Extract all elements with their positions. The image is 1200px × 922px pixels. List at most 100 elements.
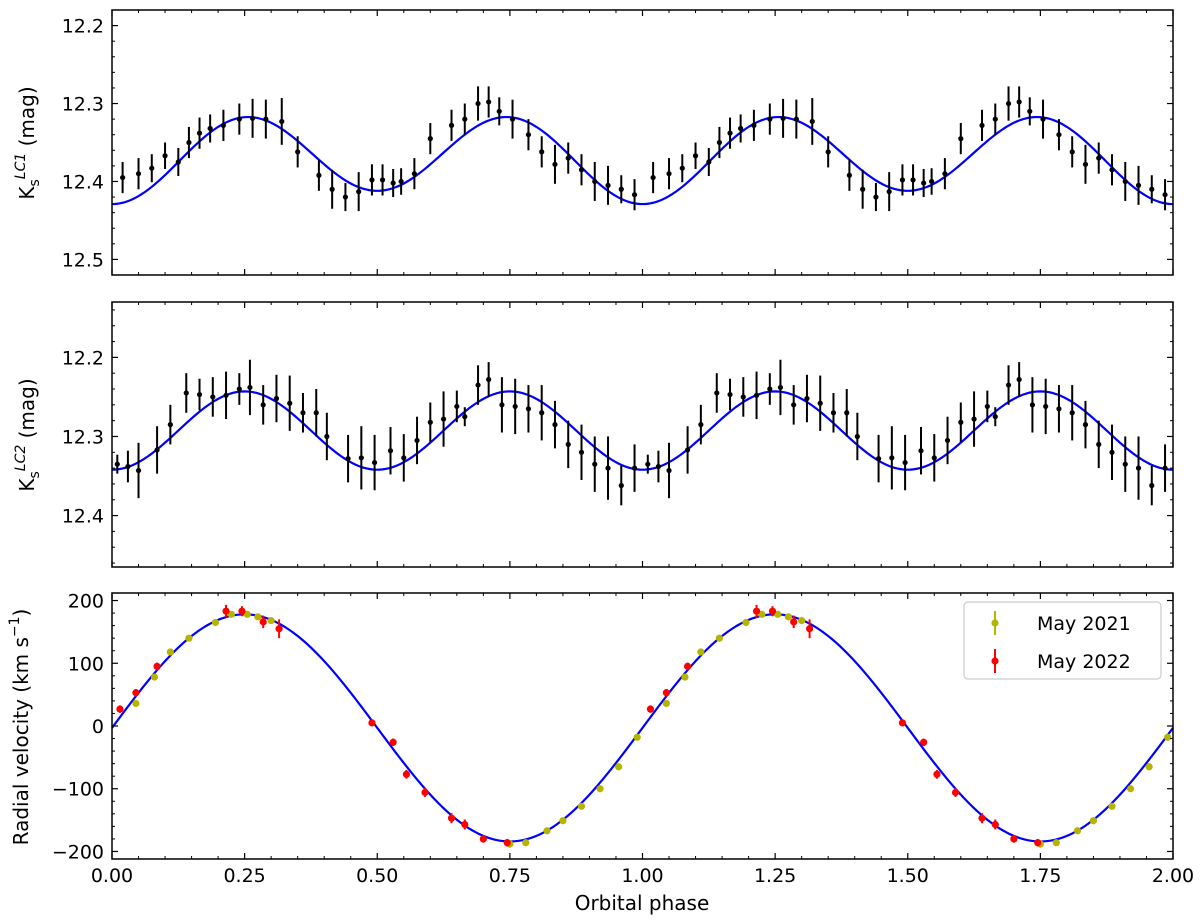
lc1-data-point — [780, 115, 786, 121]
lc2-data-point — [578, 449, 585, 455]
rv-may-2022-point — [153, 662, 161, 671]
lc1-data-point — [692, 153, 699, 159]
rv-may-2022-point — [238, 607, 246, 615]
rv-may-2021-point — [243, 610, 251, 618]
lc1-data-point — [316, 172, 322, 178]
lc1-data-point — [751, 122, 757, 128]
rv-may-2022-point — [447, 814, 456, 822]
rv-may-2021-point — [615, 763, 623, 771]
lc2-data-point — [875, 456, 882, 462]
lc2-data-point — [918, 448, 924, 454]
lc1-data-point — [398, 178, 404, 185]
lc1-plot-area — [111, 86, 1174, 212]
lc2-data-point — [592, 461, 598, 467]
lc2-data-point — [944, 437, 951, 444]
lc1-data-point — [525, 132, 532, 138]
lc1-data-point — [767, 116, 773, 122]
x-axis-label: Orbital phase — [575, 891, 710, 915]
lc2-data-point — [300, 410, 306, 416]
lc1-data-point — [727, 130, 733, 136]
lc1-data-point — [910, 177, 916, 183]
lc2-data-point — [971, 416, 977, 422]
rv-may-2022-point — [991, 820, 999, 829]
lc1-data-point — [427, 136, 433, 142]
rv-may-2021-point — [742, 618, 750, 627]
lc2-data-point — [345, 456, 351, 462]
lc2-data-point — [371, 459, 378, 466]
lc2-data-point — [767, 386, 773, 392]
lc1-data-point — [390, 180, 396, 186]
lc1-data-point — [929, 178, 935, 185]
lc1-data-point — [496, 108, 502, 114]
lc2-data-point — [804, 395, 810, 402]
lc2-data-point — [817, 400, 823, 406]
lc1-data-point — [873, 194, 879, 200]
rv-may-2021-point — [227, 610, 235, 618]
rv-may-2022-point — [116, 705, 124, 713]
lc2-data-point — [684, 447, 691, 453]
lc2-data-point — [260, 402, 266, 408]
lc2-data-point — [830, 410, 837, 416]
rv-xtick-label: 1.75 — [1019, 865, 1061, 887]
lc2-data-point — [196, 391, 203, 398]
rv-may-2022-point — [389, 738, 397, 746]
rv-xtick-label: 1.25 — [754, 865, 796, 887]
lc2-data-point — [1069, 410, 1075, 416]
lc1-data-point — [411, 171, 417, 177]
legend-marker-may-2022 — [991, 657, 999, 665]
lc1-data-point — [356, 189, 362, 195]
rv-may-2021-point — [267, 617, 275, 625]
rv-may-2021-point — [522, 839, 530, 847]
lc2-data-point — [1043, 403, 1049, 410]
lc2-data-point — [462, 414, 468, 420]
rv-panel: 0.00 0.25 0.50 0.75 1.00 1.25 1.50 1.75 2.00 −200… — [7, 591, 1194, 915]
lc1-data-point — [860, 186, 866, 192]
lc1-data-point — [1016, 99, 1022, 105]
legend-label-may-2021: May 2021 — [1037, 613, 1131, 635]
rv-may-2022-point — [790, 618, 798, 626]
lc2-plot-area — [111, 359, 1174, 506]
rv-may-2022-point — [222, 607, 230, 615]
lc2-data-point — [440, 416, 447, 422]
lc2-data-point — [1082, 422, 1089, 428]
lc1-model-curve — [111, 115, 1174, 206]
lc2-data-point — [958, 419, 964, 425]
rv-may-2021-point — [166, 648, 174, 656]
rv-may-2022-point — [898, 719, 907, 727]
rv-ytick-label: 0 — [92, 716, 104, 738]
rv-may-2022-point — [479, 835, 487, 843]
lc2-data-point — [125, 463, 131, 470]
lc1-data-point — [679, 165, 685, 171]
lc1-data-point — [220, 122, 227, 128]
lc1-data-point — [509, 116, 516, 122]
lc1-data-point — [379, 177, 386, 183]
rv-may-2021-point — [559, 817, 567, 825]
lc1-data-point — [942, 171, 948, 177]
lc1-data-point — [666, 171, 672, 177]
lc2-data-point — [902, 459, 908, 466]
lc2-data-point — [714, 390, 720, 396]
lc1-data-point — [979, 122, 985, 128]
lc1-data-point — [149, 165, 155, 171]
lc2-data-point — [1122, 461, 1128, 467]
lc2-data-point — [539, 410, 545, 416]
lc1-data-point — [592, 178, 598, 185]
lc2-data-point — [313, 410, 319, 416]
rv-may-2021-point — [1108, 802, 1116, 810]
lc2-data-point — [1005, 382, 1012, 388]
lc1-data-point — [1135, 182, 1142, 188]
lc2-data-point — [1029, 402, 1036, 408]
lc2-data-point — [1135, 465, 1142, 471]
rv-may-2022-point — [920, 738, 928, 746]
lc1-data-point — [448, 122, 455, 128]
rv-xtick-label: 0.50 — [356, 865, 398, 887]
lc1-data-point — [1027, 108, 1033, 114]
lc2-data-point — [740, 394, 746, 400]
rv-may-2021-point — [1052, 839, 1060, 847]
rv-may-2021-point — [774, 610, 782, 618]
lc2-data-point — [777, 384, 784, 391]
rv-may-2021-point — [596, 785, 604, 793]
lc2-data-point — [605, 465, 611, 471]
rv-may-2021-point — [715, 634, 724, 642]
rv-axes: 0.00 0.25 0.50 0.75 1.00 1.25 1.50 1.75 2.00 −200… — [52, 591, 1194, 887]
